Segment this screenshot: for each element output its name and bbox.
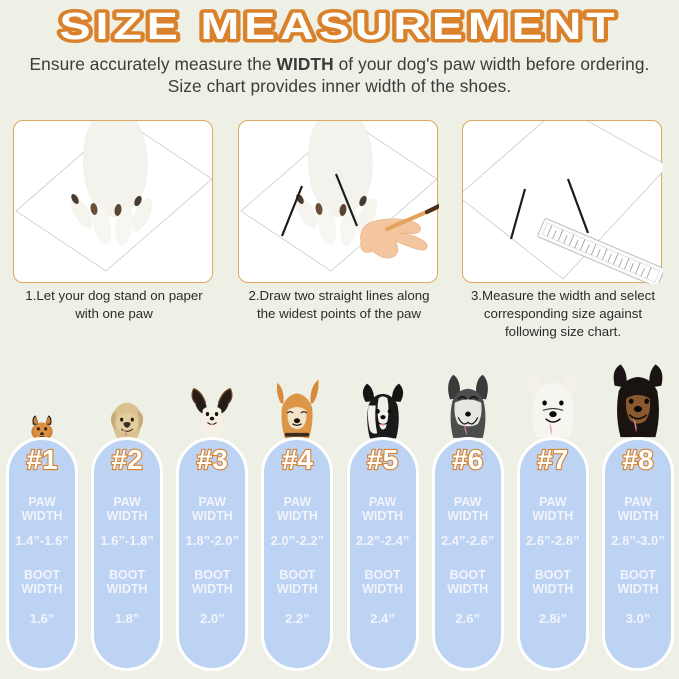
svg-text:SIZE MEASUREMENT: SIZE MEASUREMENT: [60, 6, 620, 48]
